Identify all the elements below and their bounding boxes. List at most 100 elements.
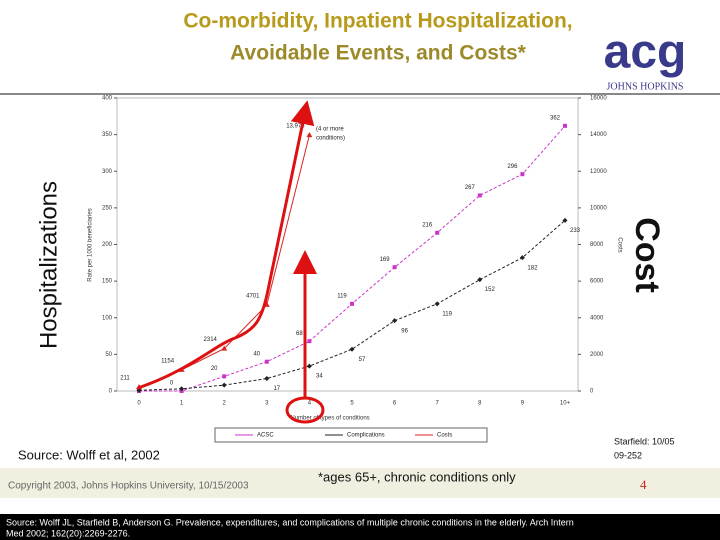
- marker: [264, 359, 269, 364]
- value-label: 68: [296, 331, 303, 337]
- starfield: 09-252: [614, 450, 642, 460]
- marker: [477, 277, 483, 283]
- marker: [477, 193, 482, 198]
- marker: [350, 301, 354, 306]
- x-tick-label: 6: [393, 401, 397, 407]
- value-label: 1154: [161, 358, 175, 364]
- y2-tick-label: 10000: [590, 205, 607, 211]
- value-label: 216: [422, 222, 433, 228]
- value-label: 57: [359, 357, 366, 363]
- y-tick-label: 0: [109, 389, 113, 395]
- x-tick-label: 5: [350, 401, 354, 407]
- value-label: 296: [507, 164, 518, 170]
- y-tick-label: 350: [102, 132, 113, 138]
- marker: [221, 345, 228, 351]
- y-tick-label: 250: [102, 205, 113, 211]
- x-tick-label: 9: [521, 401, 525, 407]
- marker: [307, 339, 312, 344]
- footer: Med 2002; 162(20):2269-2276.: [6, 528, 130, 538]
- page-number: 4: [640, 477, 647, 492]
- legend-label: ACSC: [257, 433, 274, 439]
- marker: [392, 265, 397, 270]
- value-label: 2314: [204, 337, 218, 343]
- marker: [306, 363, 312, 369]
- marker: [435, 230, 440, 235]
- y2-tick-label: 6000: [590, 279, 604, 285]
- bottom-band: [0, 468, 720, 498]
- value-label: 20: [211, 366, 218, 372]
- y-tick-label: 300: [102, 169, 113, 175]
- marker: [519, 255, 525, 261]
- x-axis-title: Number of types of conditions: [290, 416, 369, 422]
- y-tick-label: 400: [102, 96, 113, 102]
- y2-tick-label: 2000: [590, 352, 604, 358]
- marker: [520, 172, 525, 177]
- value-label: 34: [316, 374, 323, 380]
- x-tick-label: 3: [265, 401, 269, 407]
- logo: acg: [604, 26, 687, 79]
- x-tick-label: 4: [308, 401, 312, 407]
- marker: [222, 374, 227, 379]
- y2-tick-label: 0: [590, 389, 594, 395]
- marker: [434, 301, 440, 307]
- marker: [392, 318, 398, 324]
- footer-bar: [0, 514, 720, 540]
- y2-tick-label: 4000: [590, 315, 604, 321]
- callout-arrow: [137, 100, 315, 390]
- footnote: *ages 65+, chronic conditions only: [318, 469, 516, 484]
- marker: [349, 346, 355, 352]
- chart: 0501001502002503003504000200040006000800…: [88, 96, 623, 422]
- value-label: 211: [120, 376, 130, 382]
- y2-tick-label: 12000: [590, 169, 607, 175]
- x-tick-label: 7: [436, 401, 440, 407]
- value-label: 152: [485, 287, 496, 293]
- x-tick-label: 8: [478, 401, 482, 407]
- y-axis-title: Rate per 1000 beneficiaries: [88, 208, 94, 281]
- copyright: Copyright 2003, Johns Hopkins University…: [8, 481, 249, 492]
- y2-tick-label: 16000: [590, 96, 607, 102]
- legend-box: [214, 427, 488, 443]
- x-tick-label: 2: [223, 401, 227, 407]
- logo-box: [576, 15, 716, 90]
- value-label: 40: [253, 351, 260, 357]
- x-tick-label: 10+: [560, 401, 571, 407]
- value-label: 182: [527, 265, 538, 271]
- source: Source: Wolff et al, 2002: [18, 447, 160, 462]
- y-tick-label: 150: [102, 279, 113, 285]
- side-label: Cost: [628, 217, 666, 293]
- x-tick-label: 0: [137, 401, 141, 407]
- value-label: 233: [570, 228, 581, 234]
- value-label: 0: [170, 381, 174, 387]
- y2-tick-label: 14000: [590, 132, 607, 138]
- value-label: 169: [380, 257, 391, 263]
- logo-org: JOHNS HOPKINS: [607, 81, 684, 92]
- starfield: Starfield: 10/05: [614, 436, 675, 446]
- y-tick-label: 200: [102, 242, 113, 248]
- value-label: 362: [550, 115, 561, 121]
- title: Co-morbidity, Inpatient Hospitalization,: [183, 10, 572, 33]
- value-label: 13,973: [286, 124, 305, 130]
- marker: [306, 132, 313, 138]
- y-tick-label: 50: [105, 352, 112, 358]
- value-label: 17: [273, 386, 280, 392]
- series-line: [138, 219, 566, 391]
- value-label: 267: [465, 185, 476, 191]
- callout-circle: [285, 396, 325, 424]
- marker: [221, 382, 227, 388]
- annotation: conditions): [316, 136, 345, 142]
- legend-label: Complications: [347, 433, 385, 439]
- y2-axis-title: Costs: [616, 237, 622, 252]
- legend-label: Costs: [437, 433, 452, 439]
- marker: [563, 123, 567, 128]
- value-label: 96: [401, 328, 408, 334]
- annotation: (4 or more: [316, 127, 344, 133]
- side-label: Hospitalizations: [35, 181, 62, 349]
- value-label: 119: [442, 311, 452, 317]
- x-tick-label: 1: [180, 401, 184, 407]
- footer: Source: Wolff JL, Starfield B, Anderson …: [6, 517, 574, 527]
- y2-tick-label: 8000: [590, 242, 604, 248]
- title: Avoidable Events, and Costs*: [230, 42, 526, 65]
- marker: [179, 386, 185, 392]
- marker: [562, 217, 568, 223]
